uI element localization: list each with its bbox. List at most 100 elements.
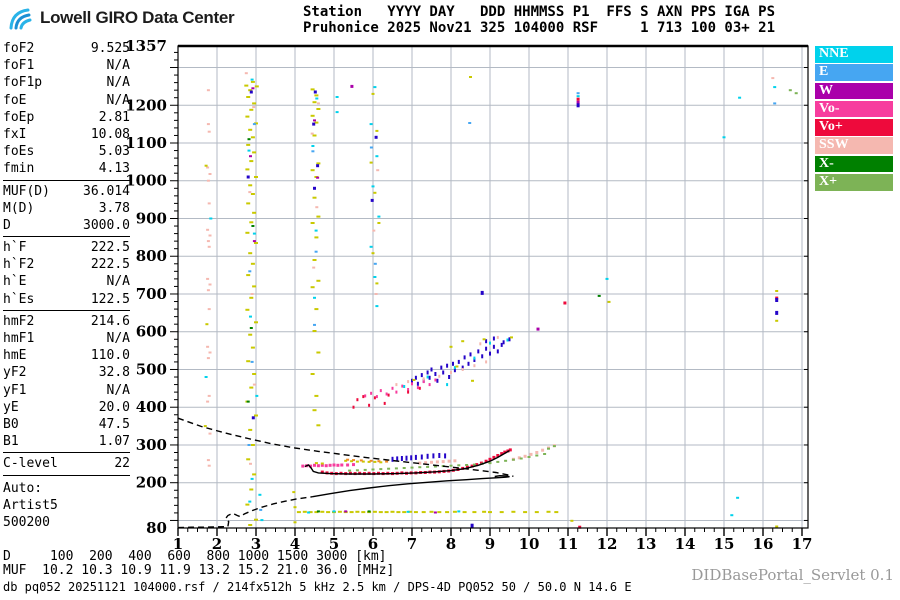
series-noise-6mhz-navy xyxy=(370,135,378,202)
param-row: yE 20.0 xyxy=(3,399,130,416)
series-misc-cyan xyxy=(335,86,777,517)
curve-profile-extrapolated-dashed xyxy=(177,496,313,529)
param-row: B0 47.5 xyxy=(3,416,130,433)
param-label: M(D) xyxy=(3,200,35,216)
series-spread-f-olive xyxy=(412,336,513,382)
svg-text:13: 13 xyxy=(636,535,657,553)
legend-item-ssw: SSW xyxy=(815,137,893,154)
legend-item-x+: X+ xyxy=(815,174,893,191)
svg-text:2: 2 xyxy=(212,535,222,553)
series-x-trace-green xyxy=(348,445,556,472)
svg-text:1100: 1100 xyxy=(125,134,167,152)
svg-text:700: 700 xyxy=(136,285,167,303)
station-header-columns: Station YYYY DAY DDD HHMMSS P1 FFS S AXN… xyxy=(303,4,776,20)
svg-text:80: 80 xyxy=(146,519,167,537)
station-header-values: Pruhonice 2025 Nov21 325 104000 RSF 1 71… xyxy=(303,20,776,36)
series-misc-red xyxy=(563,97,779,529)
svg-text:800: 800 xyxy=(136,247,167,265)
param-label: hmE xyxy=(3,348,27,364)
series-misc-olive xyxy=(292,76,779,528)
series-noise-3mhz-magenta xyxy=(249,87,256,243)
param-value: 36.014 xyxy=(83,183,130,199)
svg-text:300: 300 xyxy=(136,436,167,454)
param-label: h`Es xyxy=(3,291,35,307)
series-noise-4p5-skyblue xyxy=(311,150,318,326)
series-misc-navy xyxy=(470,103,779,528)
series-trace-navy-dashes xyxy=(391,453,447,462)
param-label: foE xyxy=(3,92,27,108)
param-value: 4.13 xyxy=(98,161,130,177)
grid-lines xyxy=(178,46,808,528)
param-value: N/A xyxy=(106,75,130,91)
series-noise-1p8-cyan xyxy=(204,217,213,378)
svg-text:4: 4 xyxy=(290,535,300,553)
series-noise-4p5-magenta xyxy=(313,119,320,179)
svg-text:1: 1 xyxy=(173,535,183,553)
param-value: N/A xyxy=(106,382,130,398)
param-row: h`F2 222.5 xyxy=(3,256,130,273)
param-row: foEp 2.81 xyxy=(3,109,130,126)
param-row: h`E N/A xyxy=(3,273,130,290)
param-row: yF1 N/A xyxy=(3,382,130,399)
source-info: db pq052 20251121 104000.rsf / 214fx512h… xyxy=(3,580,632,594)
param-value: 214.6 xyxy=(90,313,130,329)
series-noise-3mhz-olive xyxy=(244,80,259,526)
svg-text:6: 6 xyxy=(368,535,378,553)
param-row: fmin 4.13 xyxy=(3,160,130,177)
series-noise-6mhz-salmon xyxy=(372,169,380,295)
param-value: N/A xyxy=(106,331,130,346)
legend-item-e: E xyxy=(815,64,893,81)
series-noise-3mhz-skyblue xyxy=(247,123,263,511)
series-noise-3mhz-green xyxy=(246,138,255,403)
series-misc-magenta xyxy=(350,84,580,331)
series-spread-f-red xyxy=(352,386,421,409)
series-noise-4p5-cyan xyxy=(311,97,319,299)
param-label: hmF1 xyxy=(3,331,35,346)
echo-legend: NNE E W Vo- Vo+ SSW X- X+ xyxy=(815,46,893,192)
giro-wave-icon xyxy=(9,8,32,30)
servlet-version: DIDBasePortal_Servlet 0.1 xyxy=(691,566,894,584)
panel-separator xyxy=(3,474,130,476)
auto-line: 500200 xyxy=(3,514,50,530)
param-label: foF2 xyxy=(3,41,35,56)
svg-text:1357: 1357 xyxy=(125,37,167,55)
legend-item-vo-: Vo- xyxy=(815,100,893,118)
param-label: h`F2 xyxy=(3,257,35,273)
panel-separator xyxy=(3,236,130,238)
distance-scale: D 100 200 400 600 800 1000 1500 3000 [km… xyxy=(3,549,387,564)
svg-text:8: 8 xyxy=(446,535,456,553)
x-axis-labels: 1 2 3 4 5 6 7 8 9 10 11 12 13 14 15 16 17 xyxy=(173,535,813,553)
y-axis-labels: 1357 1200 1100 1000 900 800 700 600 500 400 300 200… xyxy=(125,37,167,537)
series-noise-3mhz-salmon xyxy=(244,72,256,465)
series-noise-6mhz-olive xyxy=(369,92,381,285)
svg-text:400: 400 xyxy=(136,398,167,416)
series-spread-f-pink xyxy=(364,378,437,399)
series-noise-6mhz-cyan xyxy=(369,86,381,308)
series-noise-4p5-salmon xyxy=(310,102,320,269)
svg-text:11: 11 xyxy=(558,535,579,553)
curve-fitted-trace-solid xyxy=(304,449,510,475)
series-trace-edge-orange xyxy=(346,458,389,463)
param-row: foEs 5.03 xyxy=(3,143,130,160)
svg-text:16: 16 xyxy=(753,535,774,553)
param-value: 22 xyxy=(114,456,130,472)
param-label: foEp xyxy=(3,109,35,125)
series-misc-green-light xyxy=(788,89,798,95)
svg-text:1200: 1200 xyxy=(125,96,167,114)
param-row: foF2 9.525 xyxy=(3,40,130,57)
series-es-layer-cyan xyxy=(307,510,461,514)
series-spread-f-navy xyxy=(411,336,511,386)
param-row: foE N/A xyxy=(3,92,130,109)
param-value: 222.5 xyxy=(90,257,130,273)
series-spread-f-cyan xyxy=(403,338,509,388)
param-label: yE xyxy=(3,399,19,415)
param-value: 5.03 xyxy=(98,144,130,160)
svg-text:10: 10 xyxy=(519,535,540,553)
svg-text:14: 14 xyxy=(675,535,696,553)
param-value: 110.0 xyxy=(90,348,130,364)
svg-text:3: 3 xyxy=(251,535,261,553)
auto-line: Auto: xyxy=(3,480,43,496)
series-misc-skyblue xyxy=(468,92,777,124)
